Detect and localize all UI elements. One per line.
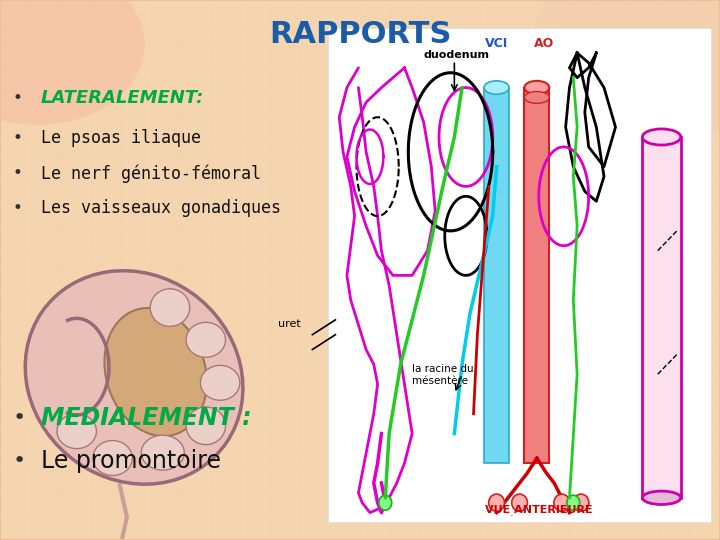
Text: RAPPORTS: RAPPORTS (269, 20, 451, 49)
Ellipse shape (200, 366, 240, 400)
Text: Le nerf génito-fémoral: Le nerf génito-fémoral (41, 164, 261, 183)
Ellipse shape (186, 322, 225, 357)
Text: Le psoas iliaque: Le psoas iliaque (41, 130, 201, 147)
Text: Le promontoire: Le promontoire (41, 449, 221, 472)
Ellipse shape (186, 407, 225, 444)
Text: VCI: VCI (485, 37, 508, 51)
Bar (484, 87, 509, 463)
Ellipse shape (93, 441, 132, 476)
Ellipse shape (554, 494, 570, 511)
Circle shape (532, 0, 720, 141)
Ellipse shape (524, 92, 549, 103)
Ellipse shape (567, 495, 580, 510)
Text: Les vaisseaux gonadiques: Les vaisseaux gonadiques (41, 199, 281, 217)
Ellipse shape (524, 81, 549, 94)
Ellipse shape (489, 494, 505, 511)
Ellipse shape (141, 435, 184, 470)
Text: uret: uret (279, 319, 301, 329)
Bar (642, 137, 680, 498)
Ellipse shape (150, 289, 189, 326)
Ellipse shape (573, 494, 589, 511)
Text: •: • (12, 199, 22, 217)
Bar (328, 28, 711, 523)
Text: •: • (12, 164, 22, 183)
Text: •: • (12, 130, 22, 147)
Ellipse shape (484, 81, 509, 94)
Text: •: • (12, 89, 22, 107)
Ellipse shape (379, 495, 392, 510)
Ellipse shape (25, 271, 243, 484)
Text: •: • (12, 451, 25, 471)
Circle shape (0, 0, 145, 125)
Text: la racine du
mésentère: la racine du mésentère (412, 364, 474, 386)
Text: duodenum: duodenum (423, 50, 490, 60)
Text: •: • (12, 408, 25, 428)
Text: MEDIALEMENT :: MEDIALEMENT : (41, 406, 251, 430)
Text: LATERALEMENT:: LATERALEMENT: (41, 89, 204, 107)
Bar (524, 87, 549, 463)
Ellipse shape (57, 414, 96, 449)
Ellipse shape (512, 494, 528, 511)
Text: AO: AO (534, 37, 554, 51)
Ellipse shape (642, 129, 680, 145)
Ellipse shape (642, 491, 680, 504)
Text: .: . (510, 508, 514, 517)
Ellipse shape (104, 308, 207, 436)
Text: VUE ANTERIEURE: VUE ANTERIEURE (485, 505, 593, 515)
